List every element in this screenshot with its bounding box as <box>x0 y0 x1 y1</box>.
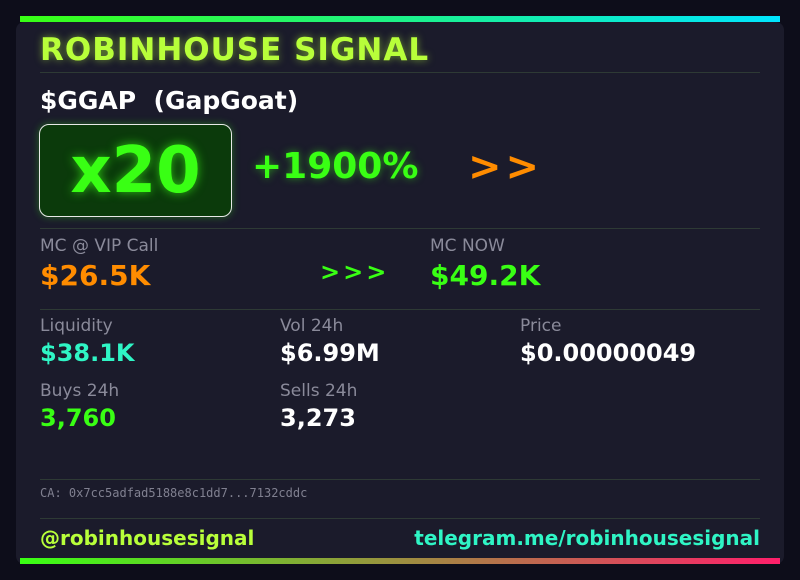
token-symbol: $GGAP (GapGoat) <box>40 86 299 115</box>
mc-now-label: MC NOW <box>430 236 505 256</box>
footer-divider <box>40 518 760 519</box>
stats-divider <box>40 479 760 480</box>
multiplier-value: x20 <box>70 133 201 208</box>
sells-value: 3,273 <box>280 404 356 432</box>
percent-change: +1900% <box>252 146 419 187</box>
telegram-link[interactable]: telegram.me/robinhousesignal <box>414 526 760 550</box>
price-label: Price <box>520 316 562 336</box>
marketcap-divider <box>40 309 760 310</box>
buys-value: 3,760 <box>40 404 116 432</box>
vol-label: Vol 24h <box>280 316 344 336</box>
triple-arrow-icon: >>> <box>320 258 390 286</box>
handle-link[interactable]: @robinhousesignal <box>40 526 255 550</box>
liquidity-label: Liquidity <box>40 316 113 336</box>
vol-value: $6.99M <box>280 339 380 367</box>
mc-call-value: $26.5K <box>40 259 151 292</box>
signal-card <box>16 22 784 564</box>
contract-address: CA: 0x7cc5adfad5188e8c1dd7...7132cddc <box>40 486 308 500</box>
mc-call-label: MC @ VIP Call <box>40 236 159 256</box>
buys-label: Buys 24h <box>40 381 120 401</box>
double-arrow-icon: >> <box>468 144 544 190</box>
liquidity-value: $38.1K <box>40 339 135 367</box>
performance-divider <box>40 228 760 229</box>
card-title: ROBINHOUSE SIGNAL <box>40 32 430 68</box>
price-value: $0.00000049 <box>520 339 697 367</box>
bottom-accent-bar <box>20 558 780 564</box>
sells-label: Sells 24h <box>280 381 358 401</box>
top-accent-bar <box>20 16 780 22</box>
title-divider <box>40 72 760 73</box>
multiplier-badge: x20 <box>39 124 232 217</box>
mc-now-value: $49.2K <box>430 259 541 292</box>
